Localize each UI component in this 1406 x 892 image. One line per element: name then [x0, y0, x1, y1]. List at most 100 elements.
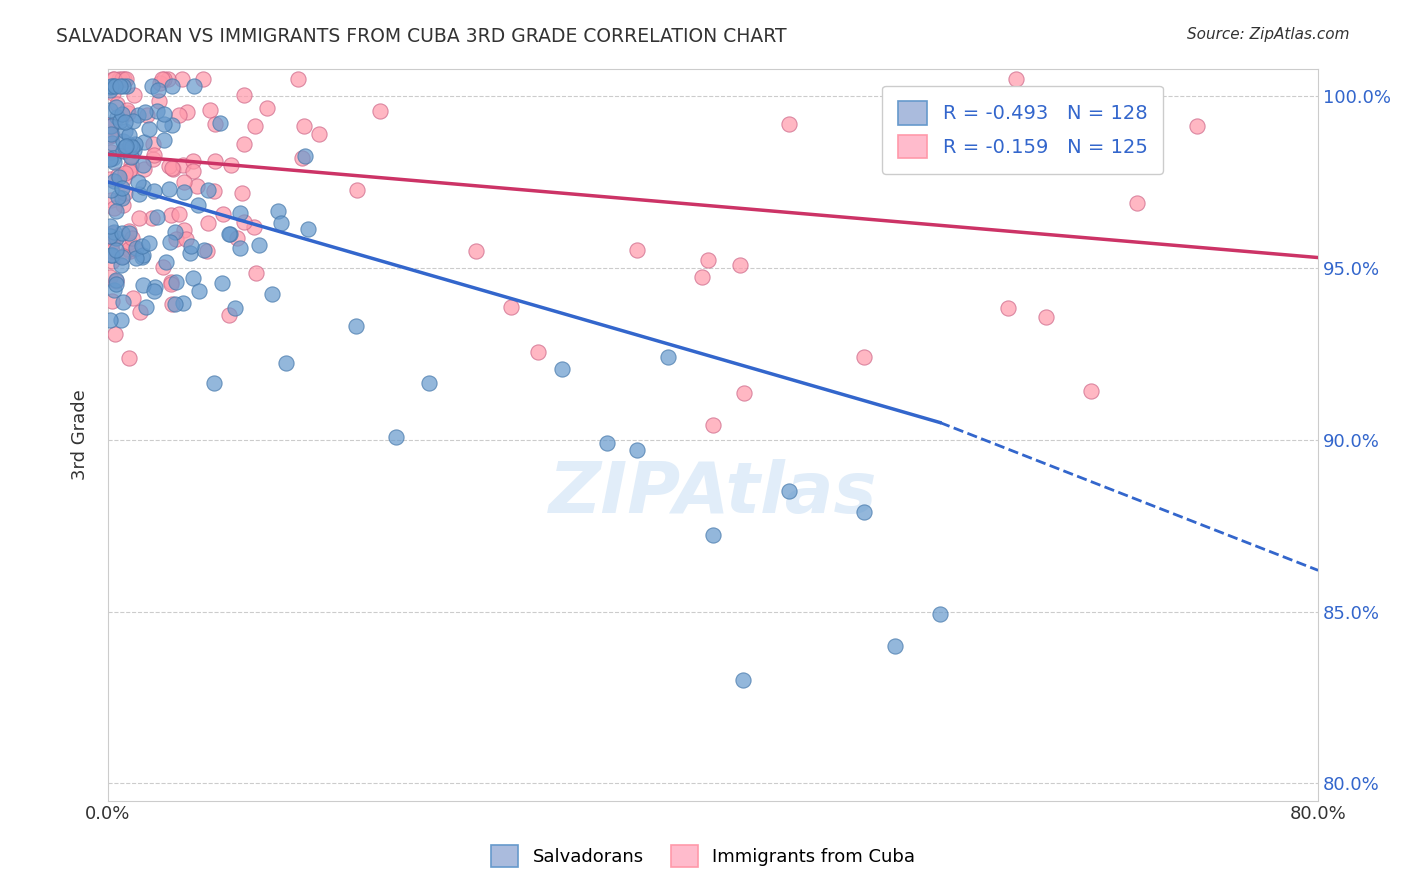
Point [173, 175, 195, 189]
Point [181, 164, 204, 178]
Point [231, 186, 253, 201]
Point [267, 203, 290, 218]
Point [209, 116, 232, 130]
Point [111, 191, 134, 205]
Point [127, 108, 149, 122]
Point [160, 207, 183, 221]
Point [122, 291, 145, 305]
Point [499, 300, 522, 314]
Point [245, 119, 267, 133]
Point [172, 296, 194, 310]
Point [120, 244, 142, 258]
Text: ZIPAtlas: ZIPAtlas [548, 458, 877, 528]
Point [117, 106, 139, 120]
Point [276, 356, 298, 370]
Point [100, 229, 122, 244]
Point [218, 308, 240, 322]
Point [105, 244, 128, 258]
Point [657, 350, 679, 364]
Point [997, 301, 1019, 315]
Point [118, 224, 141, 238]
Point [98, 219, 121, 233]
Point [165, 275, 187, 289]
Point [115, 71, 138, 86]
Point [105, 110, 128, 124]
Point [105, 274, 128, 288]
Point [160, 296, 183, 310]
Point [200, 103, 222, 117]
Point [195, 244, 218, 258]
Point [148, 94, 170, 108]
Point [120, 162, 142, 177]
Point [115, 78, 138, 93]
Point [197, 215, 219, 229]
Point [111, 294, 134, 309]
Point [98, 80, 121, 95]
Point [224, 301, 246, 315]
Point [163, 225, 186, 239]
Point [146, 103, 169, 118]
Point [115, 103, 138, 117]
Point [120, 150, 142, 164]
Point [162, 161, 184, 176]
Point [114, 124, 136, 138]
Point [131, 251, 153, 265]
Point [104, 273, 127, 287]
Point [114, 166, 136, 180]
Point [174, 232, 197, 246]
Point [172, 158, 194, 172]
Point [134, 161, 156, 176]
Point [152, 71, 174, 86]
Point [110, 258, 132, 272]
Point [308, 127, 330, 141]
Point [122, 143, 145, 157]
Point [385, 430, 408, 444]
Y-axis label: 3rd Grade: 3rd Grade [72, 389, 89, 480]
Point [173, 223, 195, 237]
Point [160, 276, 183, 290]
Point [132, 135, 155, 149]
Point [118, 227, 141, 241]
Point [153, 132, 176, 146]
Point [294, 148, 316, 162]
Point [152, 107, 174, 121]
Point [150, 71, 173, 86]
Point [98, 269, 121, 284]
Point [853, 350, 876, 364]
Point [229, 241, 252, 255]
Point [527, 345, 550, 359]
Point [551, 362, 574, 376]
Legend: R = -0.493   N = 128, R = -0.159   N = 125: R = -0.493 N = 128, R = -0.159 N = 125 [883, 86, 1163, 174]
Point [211, 276, 233, 290]
Point [104, 326, 127, 341]
Point [138, 122, 160, 136]
Point [124, 137, 146, 152]
Legend: Salvadorans, Immigrants from Cuba: Salvadorans, Immigrants from Cuba [484, 838, 922, 874]
Point [146, 83, 169, 97]
Point [128, 211, 150, 225]
Point [853, 505, 876, 519]
Point [111, 106, 134, 120]
Point [211, 207, 233, 221]
Point [118, 351, 141, 365]
Point [626, 243, 648, 257]
Point [104, 78, 127, 93]
Point [1035, 310, 1057, 325]
Point [105, 100, 128, 114]
Point [167, 207, 190, 221]
Point [157, 71, 180, 86]
Point [219, 158, 242, 172]
Point [107, 190, 129, 204]
Point [243, 220, 266, 235]
Point [114, 186, 136, 200]
Point [202, 184, 225, 198]
Point [112, 71, 135, 86]
Point [98, 229, 121, 244]
Point [233, 87, 256, 102]
Point [929, 136, 952, 150]
Point [122, 113, 145, 128]
Point [101, 78, 124, 93]
Point [111, 181, 134, 195]
Point [121, 231, 143, 245]
Point [160, 118, 183, 132]
